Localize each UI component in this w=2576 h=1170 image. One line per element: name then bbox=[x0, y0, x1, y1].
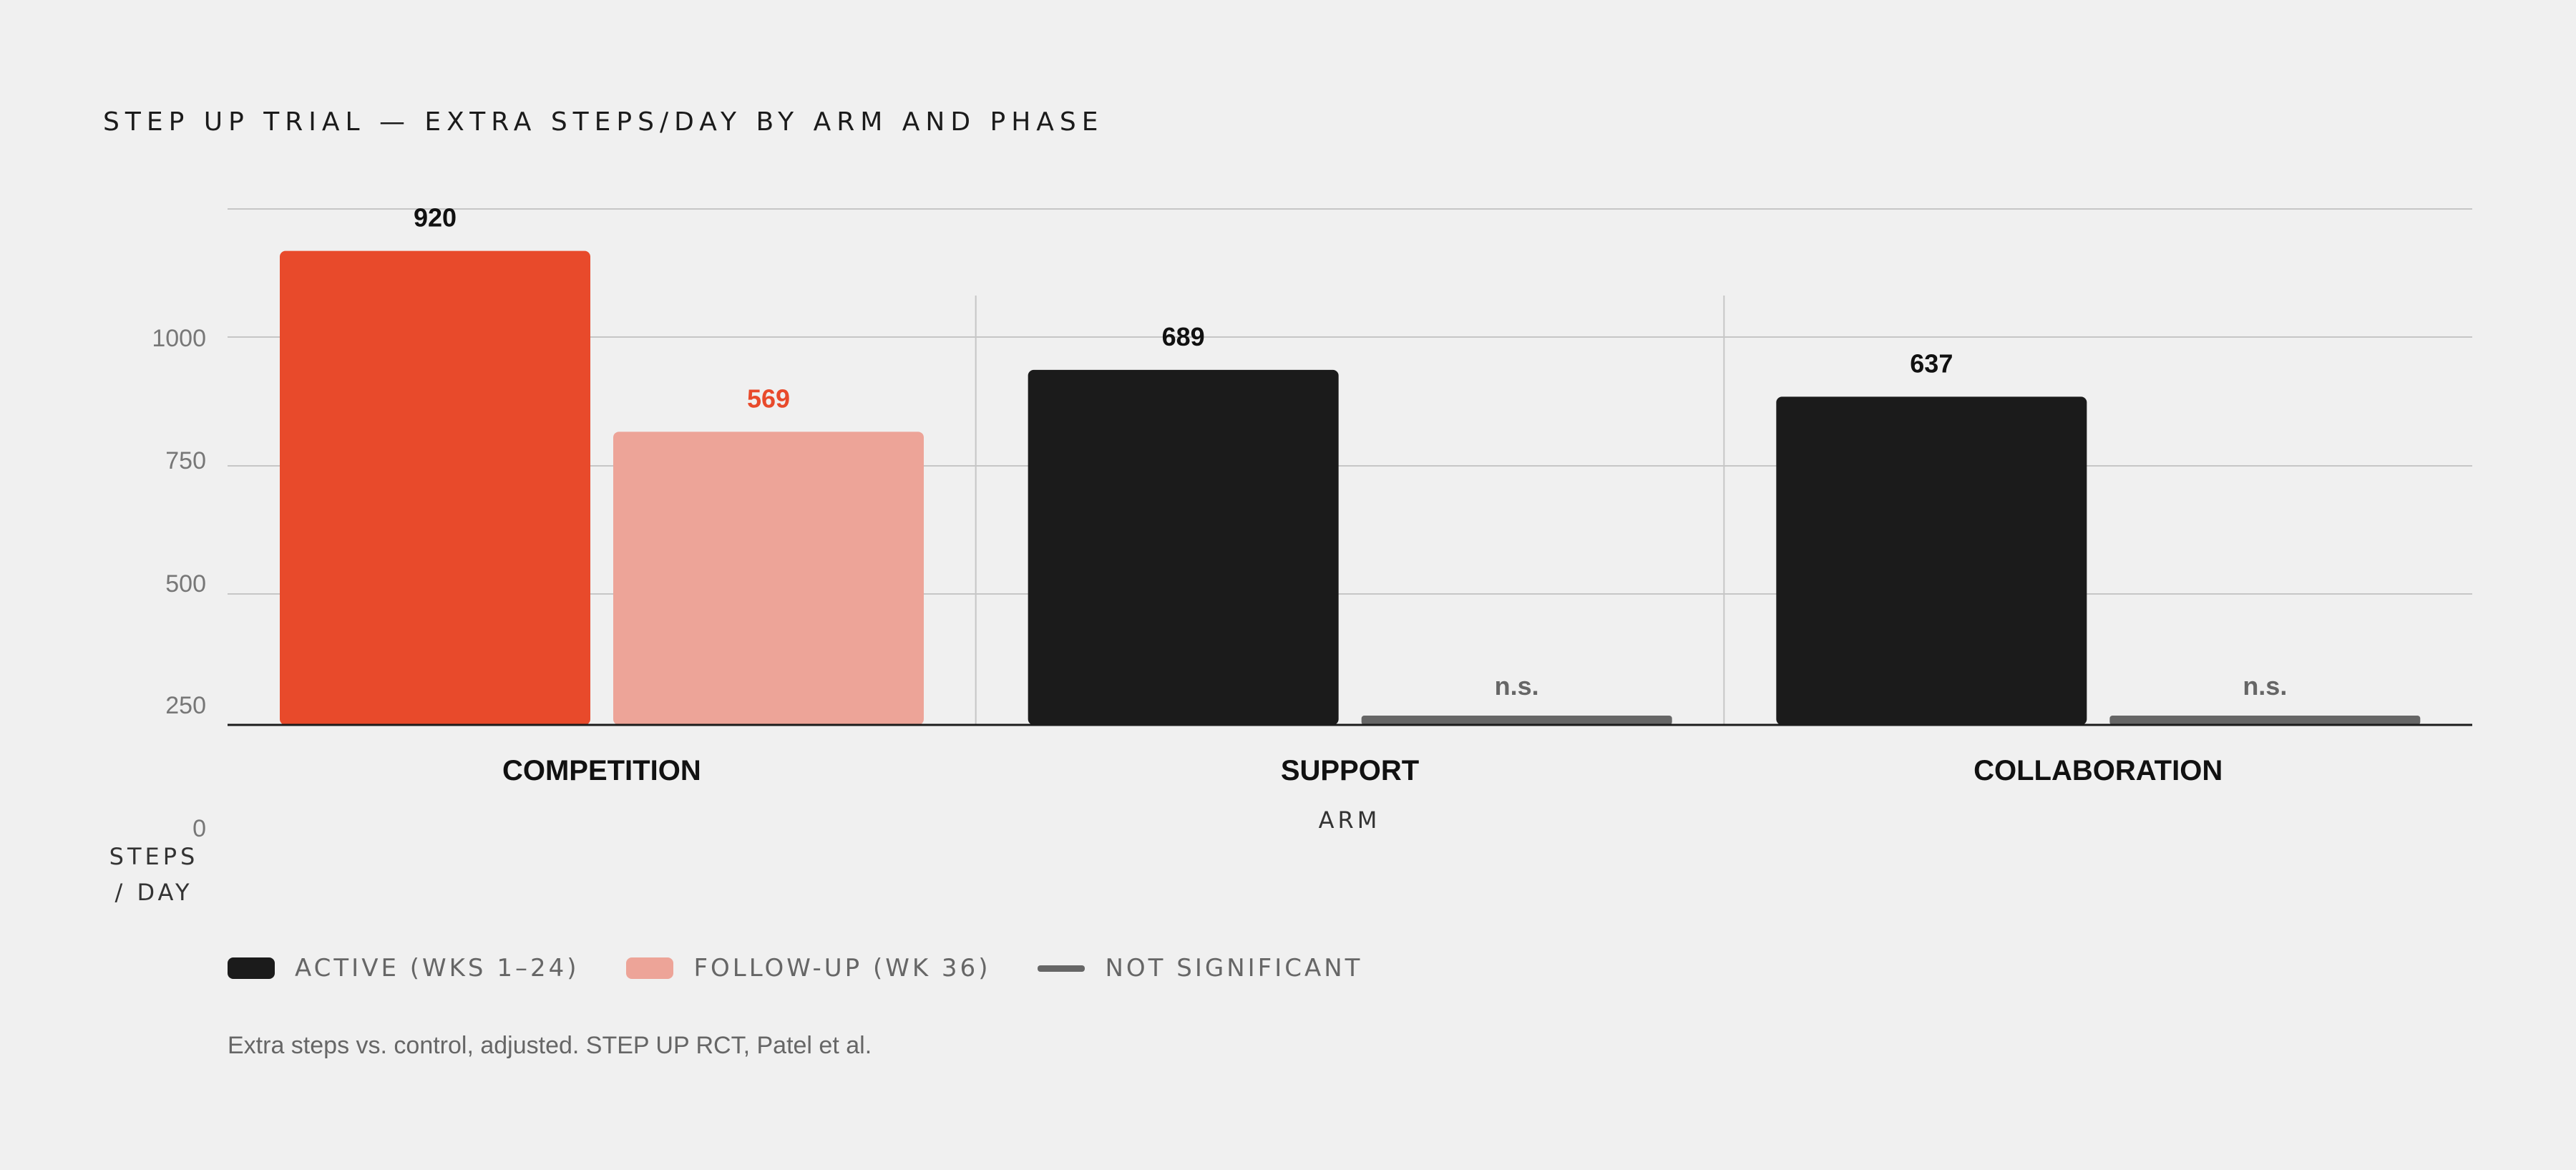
y-tick-label: 250 bbox=[165, 692, 206, 719]
legend-label-not-significant: NOT SIGNIFICANT bbox=[1105, 954, 1363, 983]
value-label-followup: 569 bbox=[747, 384, 790, 413]
y-tick-label: 1000 bbox=[152, 325, 206, 352]
y-tick-label: 750 bbox=[165, 447, 206, 474]
y-axis-title: STEPS / DAY bbox=[109, 843, 199, 906]
y-tick-label: 0 bbox=[192, 815, 206, 842]
legend-line-not-significant bbox=[1038, 965, 1085, 972]
legend-swatch-followup bbox=[626, 957, 674, 979]
value-label-active: 689 bbox=[1162, 322, 1205, 351]
value-label-active: 920 bbox=[414, 203, 457, 233]
bar-active-support bbox=[1028, 369, 1339, 725]
bar-followup-collaboration-ns bbox=[2109, 716, 2421, 725]
bars bbox=[280, 250, 2421, 726]
value-label-not-significant: n.s. bbox=[2243, 671, 2287, 701]
y-axis-ticks: 0 250 500 750 1000 bbox=[152, 325, 206, 842]
legend-label-followup: FOLLOW-UP (WK 36) bbox=[693, 954, 991, 983]
category-labels: COMPETITION SUPPORT COLLABORATION bbox=[502, 755, 2223, 786]
x-axis-title: ARM bbox=[1319, 806, 1381, 834]
chart-title: STEP UP TRIAL — EXTRA STEPS/DAY BY ARM A… bbox=[103, 107, 1104, 137]
category-label-collaboration: COLLABORATION bbox=[1974, 755, 2223, 786]
legend-item-followup: FOLLOW-UP (WK 36) bbox=[626, 954, 990, 983]
value-label-active: 637 bbox=[1910, 348, 1953, 378]
legend-swatch-active bbox=[228, 957, 275, 979]
category-label-competition: COMPETITION bbox=[502, 755, 701, 786]
legend-item-not-significant: NOT SIGNIFICANT bbox=[1038, 954, 1362, 983]
bar-followup-support-ns bbox=[1361, 716, 1672, 725]
legend-item-active: ACTIVE (WKS 1–24) bbox=[228, 954, 579, 983]
gridlines bbox=[228, 208, 2472, 595]
category-label-support: SUPPORT bbox=[1281, 755, 1419, 786]
bar-followup-competition bbox=[613, 432, 924, 725]
group-separators bbox=[975, 296, 1725, 725]
value-labels: 920 569 689 n.s. 637 n.s. bbox=[414, 203, 2287, 701]
bar-active-competition bbox=[280, 250, 590, 726]
legend: ACTIVE (WKS 1–24) FOLLOW-UP (WK 36) NOT … bbox=[228, 954, 1410, 983]
legend-label-active: ACTIVE (WKS 1–24) bbox=[295, 954, 580, 983]
source-note: Extra steps vs. control, adjusted. STEP … bbox=[228, 1032, 872, 1059]
y-tick-label: 500 bbox=[165, 570, 206, 598]
bar-active-collaboration bbox=[1776, 396, 2087, 725]
value-label-not-significant: n.s. bbox=[1495, 671, 1539, 701]
